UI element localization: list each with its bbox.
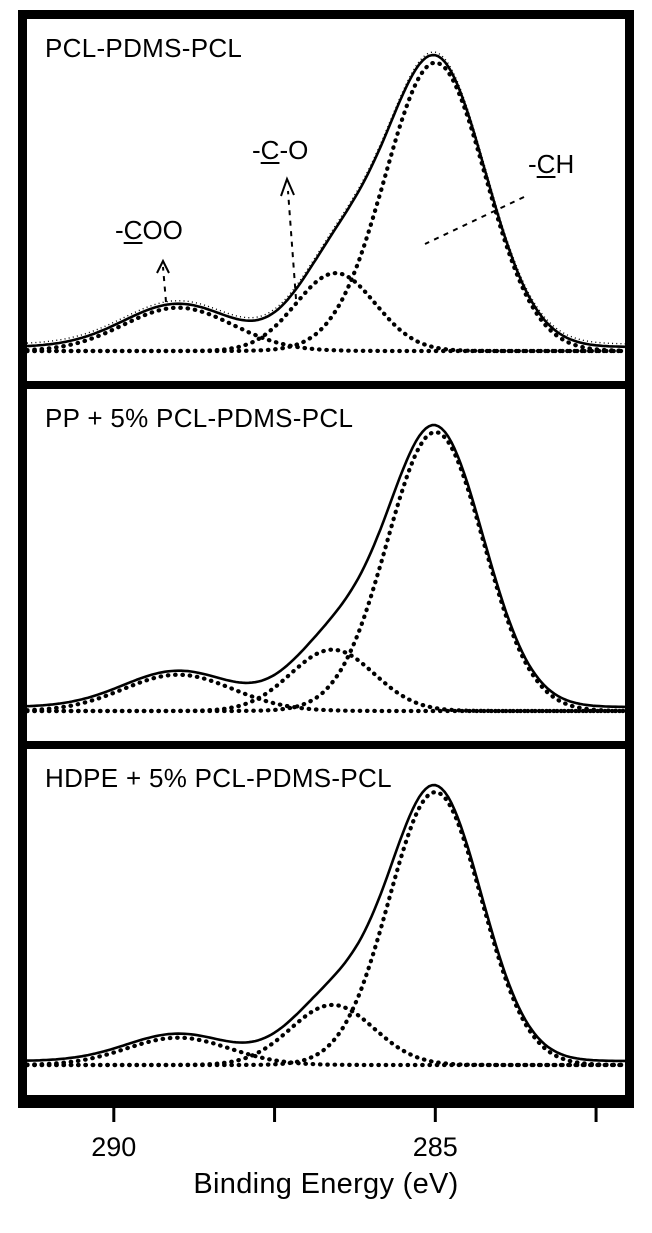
spectrum-curves — [27, 51, 625, 354]
component-peak-curve — [27, 647, 625, 714]
coo-pointer-arrow — [156, 258, 170, 303]
panel-pcl-pdms-pcl: PCL-PDMS-PCL -COO -C-O -CH — [27, 19, 625, 381]
label-prefix: - — [528, 149, 537, 179]
axis-tick-label: 285 — [413, 1132, 458, 1162]
panel-title: PCL-PDMS-PCL — [45, 33, 243, 63]
component-peak-curve — [27, 60, 625, 354]
label-suffix: -O — [279, 135, 309, 165]
plot-frame: PCL-PDMS-PCL -COO -C-O -CH PP + 5% PCL-P… — [18, 10, 634, 1108]
envelope-curve — [27, 423, 625, 709]
component-peak-curve — [27, 1035, 625, 1068]
component-peak-curve — [27, 429, 625, 714]
label-suffix: H — [555, 149, 575, 179]
component-peak-curve — [27, 305, 625, 354]
peak-label-ch: -CH — [528, 149, 574, 180]
label-underlined-c: C — [260, 135, 280, 165]
label-underlined-c: C — [123, 215, 143, 245]
x-axis: 290 285 — [91, 1108, 598, 1162]
axis-tick-label: 290 — [91, 1132, 136, 1162]
label-suffix: OO — [142, 215, 183, 245]
ch-pointer-line — [424, 196, 525, 245]
panel-title: HDPE + 5% PCL-PDMS-PCL — [45, 763, 392, 793]
label-underlined-c: C — [536, 149, 556, 179]
peak-label-co: -C-O — [252, 135, 308, 166]
peak-label-coo: -COO — [115, 215, 183, 246]
co-pointer-arrow — [280, 176, 297, 300]
panel-hdpe-blend: HDPE + 5% PCL-PDMS-PCL — [27, 741, 625, 1095]
spectrum-plot-hdpe-blend — [27, 783, 625, 1068]
spectrum-curves — [27, 783, 625, 1068]
envelope-curve — [27, 783, 625, 1063]
envelope-curve — [27, 53, 625, 349]
panel-pp-blend: PP + 5% PCL-PDMS-PCL — [27, 381, 625, 741]
label-prefix: - — [115, 215, 124, 245]
panel-title: PP + 5% PCL-PDMS-PCL — [45, 403, 354, 433]
spectrum-curves — [27, 423, 625, 714]
label-prefix: - — [252, 135, 261, 165]
x-axis-title: Binding Energy (eV) — [193, 1168, 459, 1200]
raw-data-trace — [27, 51, 625, 345]
component-peak-curve — [27, 672, 625, 714]
spectrum-plot-pcl-pdms-pcl — [27, 51, 625, 354]
spectrum-plot-pp-blend — [27, 423, 625, 714]
component-peak-curve — [27, 789, 625, 1068]
x-axis-ticks: 290 285 — [91, 1108, 598, 1162]
